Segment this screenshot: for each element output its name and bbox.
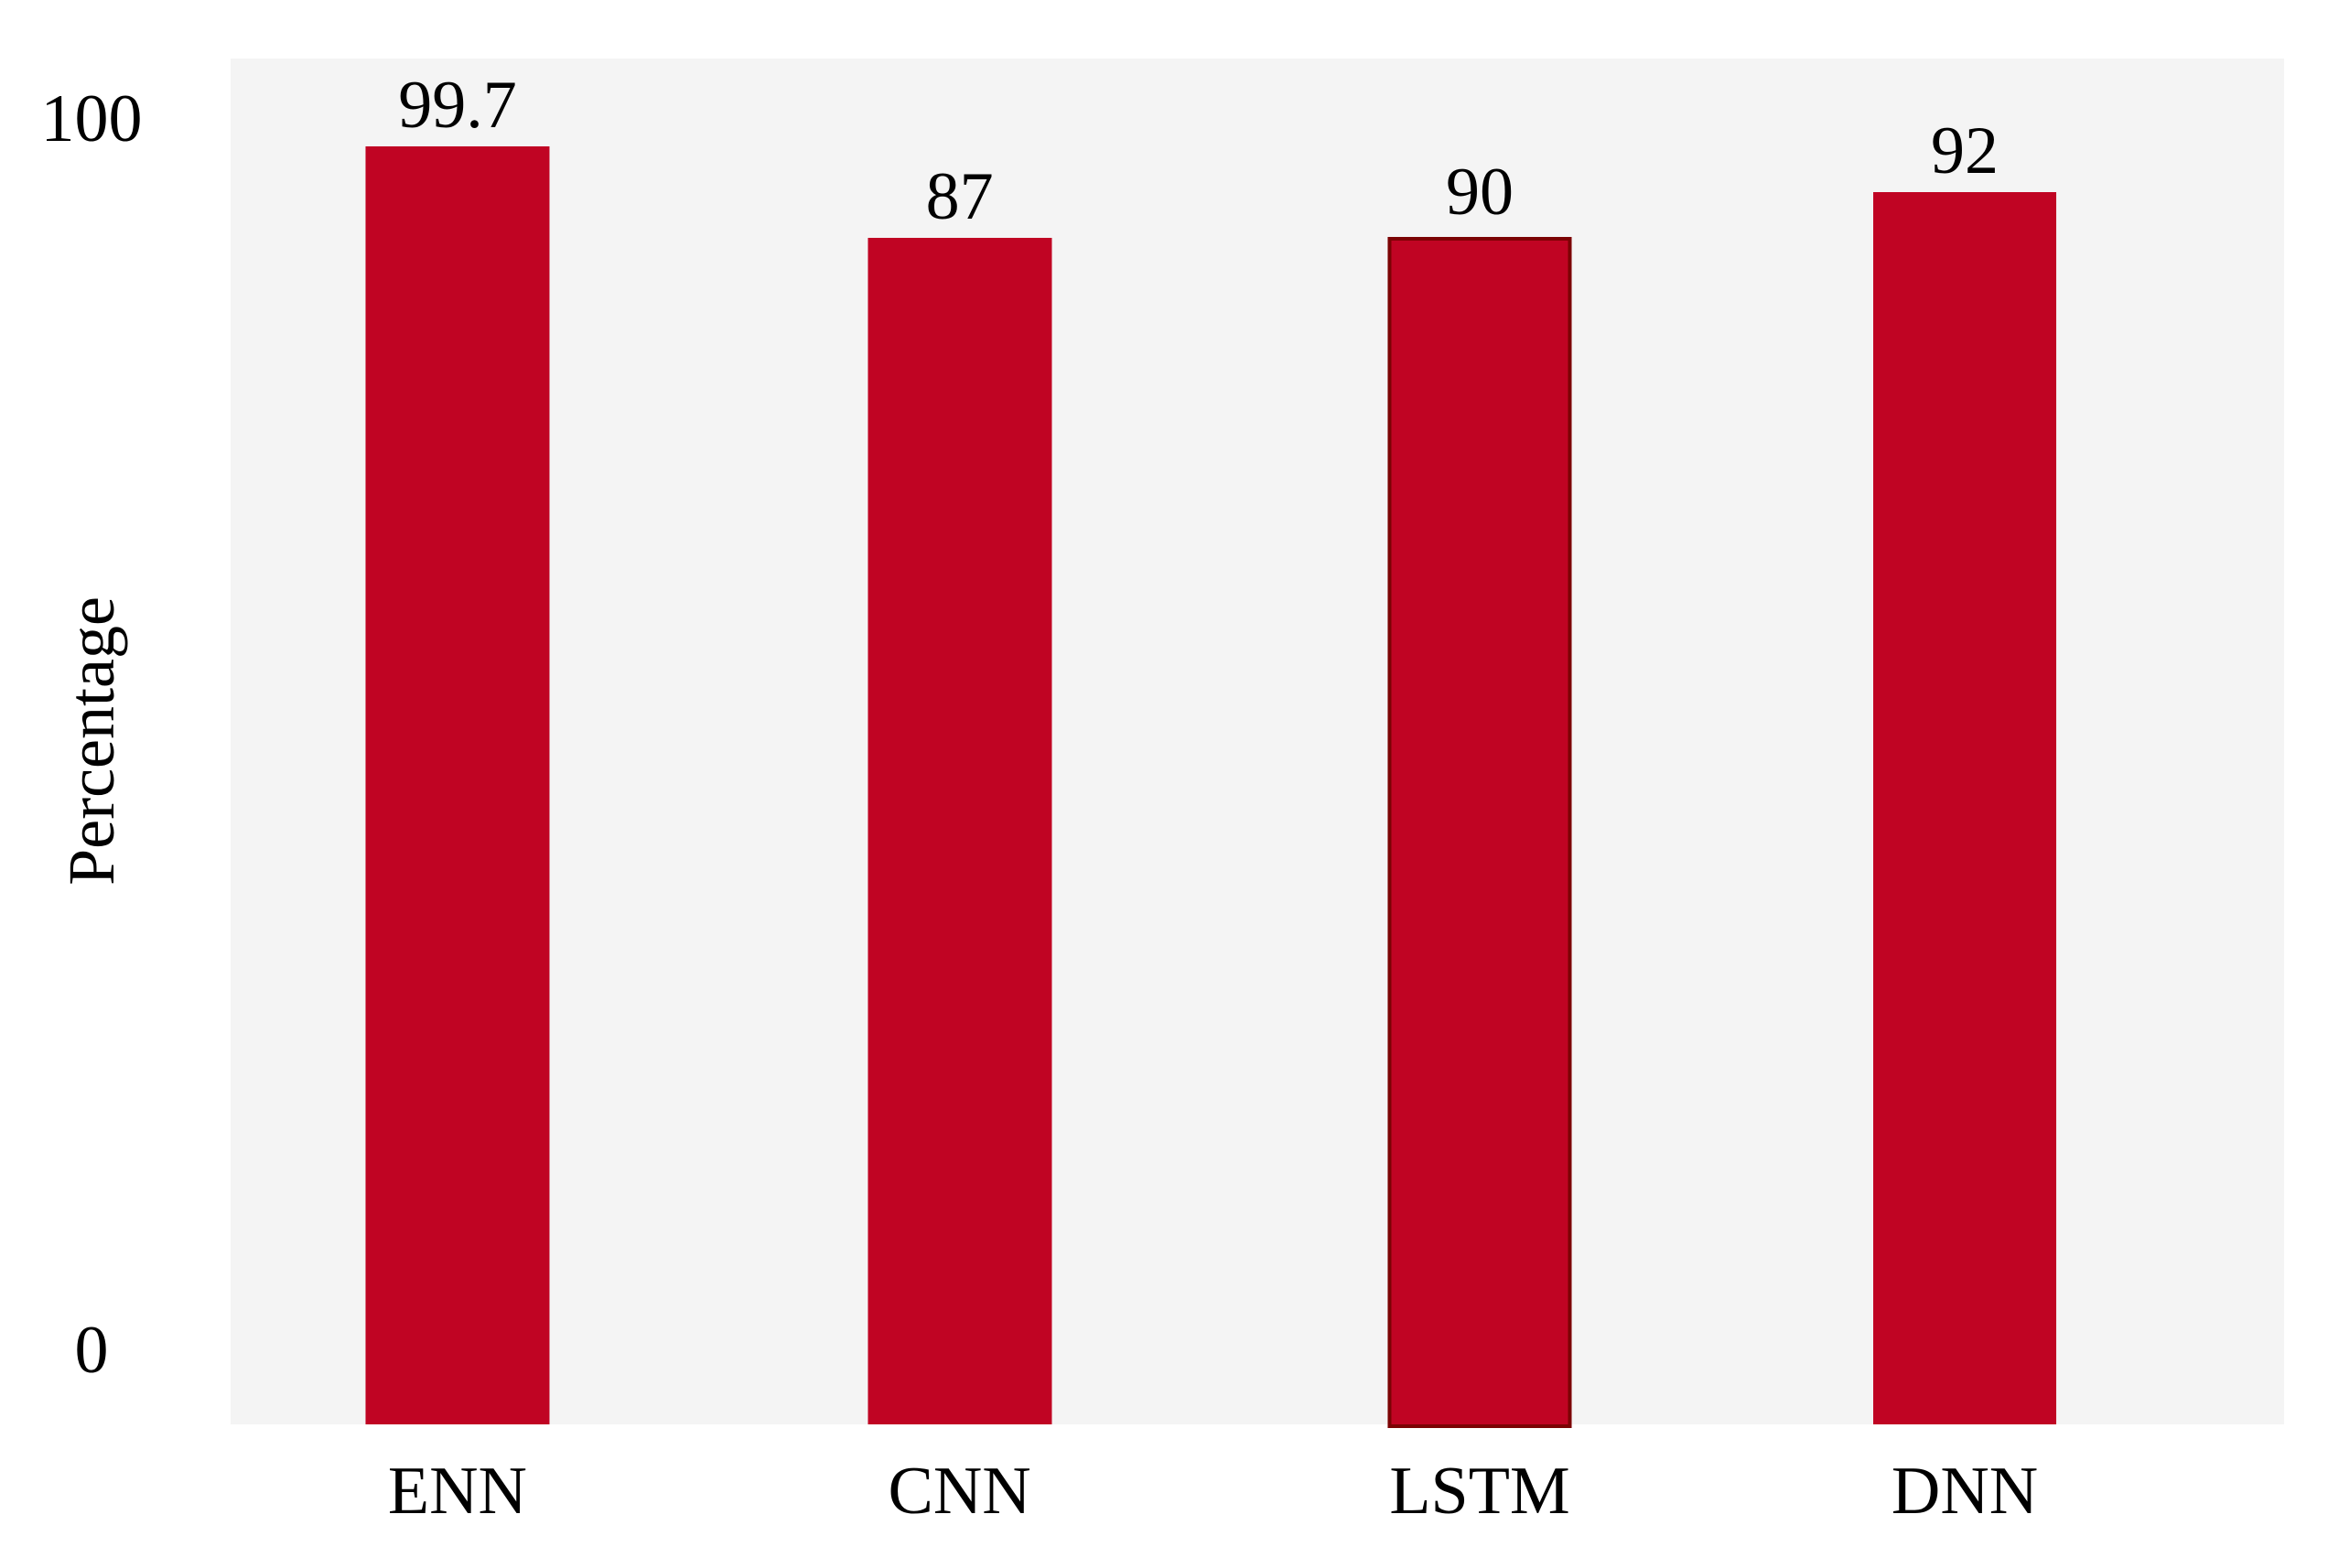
bar-value-label-enn: 99.7 — [398, 67, 517, 143]
x-axis-label-lstm: LSTM — [1389, 1454, 1570, 1529]
plot-area: 99.7 ENN 87 CNN 90 LSTM 92 DNN — [231, 59, 2284, 1525]
bar-lstm — [1387, 237, 1572, 1428]
bar-value-label-cnn: 87 — [925, 158, 994, 234]
bar-enn — [365, 145, 550, 1424]
x-axis-label-enn: ENN — [387, 1454, 527, 1529]
y-tick-label-100: 100 — [40, 81, 143, 156]
y-tick-label-0: 0 — [74, 1313, 109, 1389]
x-axis-label-dnn: DNN — [1891, 1454, 2039, 1529]
bar-cnn — [868, 237, 1052, 1424]
bar-value-label-dnn: 92 — [1931, 113, 1999, 189]
bar-value-label-lstm: 90 — [1446, 155, 1514, 231]
x-axis-label-cnn: CNN — [888, 1454, 1031, 1529]
bar-dnn — [1873, 192, 2057, 1424]
y-axis: 100 0 — [0, 59, 231, 1424]
